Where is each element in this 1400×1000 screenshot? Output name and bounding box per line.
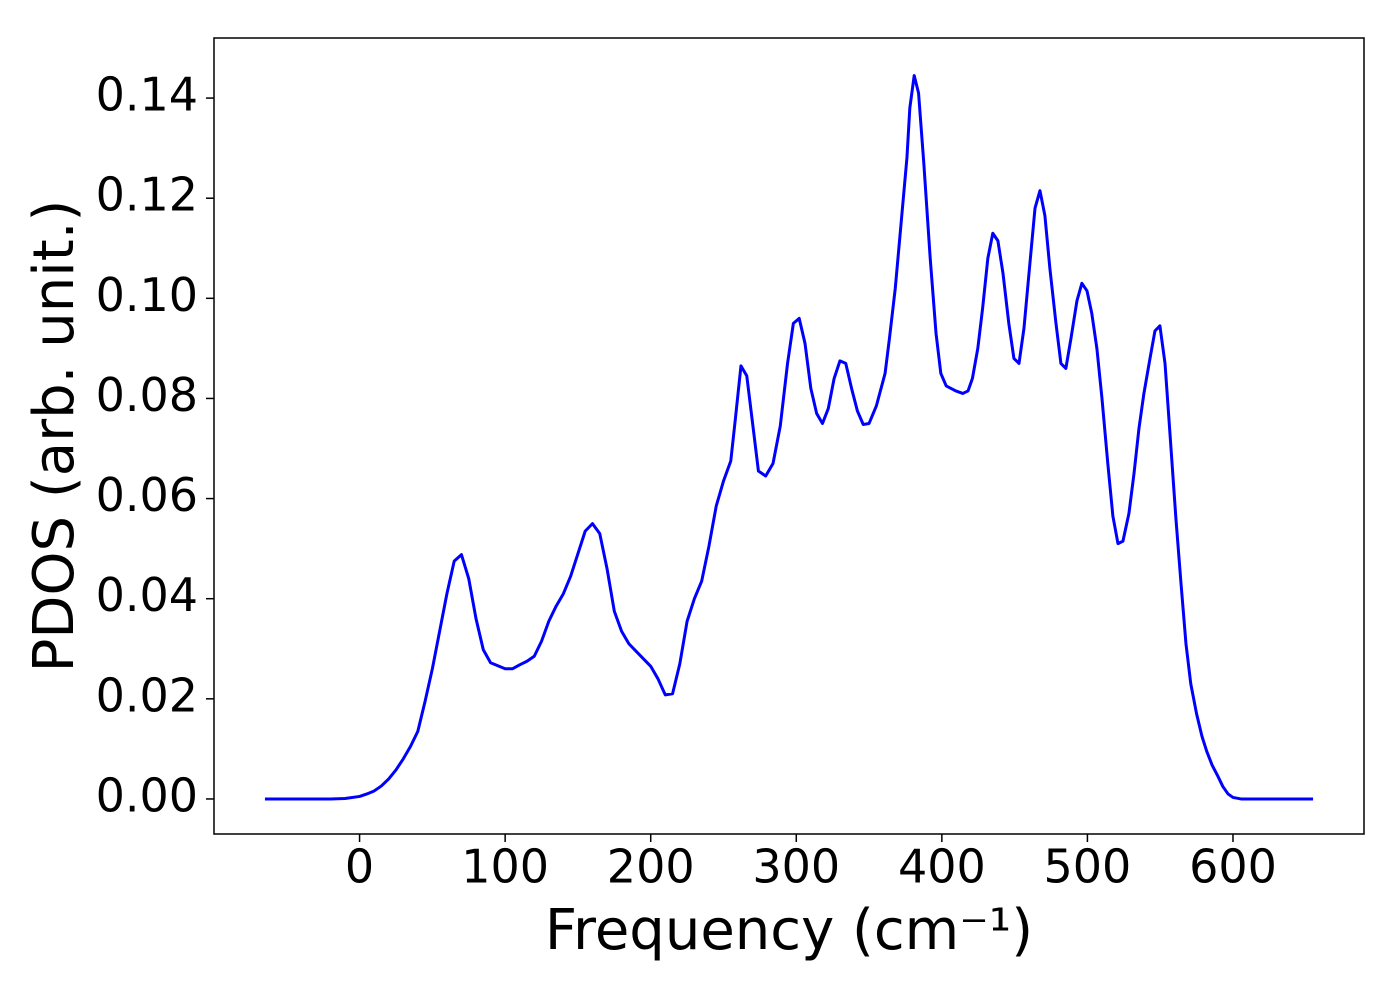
y-tick-label: 0.04 bbox=[96, 568, 198, 622]
y-tick-label: 0.00 bbox=[96, 768, 198, 822]
x-tick-label: 400 bbox=[898, 840, 986, 894]
x-tick-label: 500 bbox=[1044, 840, 1132, 894]
line-series bbox=[264, 74, 1314, 801]
plot-frame bbox=[213, 37, 1365, 835]
y-tick-label: 0.14 bbox=[96, 68, 198, 122]
y-tick-label: 0.08 bbox=[96, 368, 198, 422]
x-tick-label: 600 bbox=[1189, 840, 1277, 894]
x-axis-label: Frequency (cm⁻¹) bbox=[545, 898, 1033, 963]
y-tick-label: 0.02 bbox=[96, 668, 198, 722]
x-tick-label: 200 bbox=[607, 840, 695, 894]
y-tick-label: 0.06 bbox=[96, 468, 198, 522]
y-axis-label: PDOS (arb. unit.) bbox=[22, 200, 87, 673]
x-tick-label: 100 bbox=[461, 840, 549, 894]
x-tick-label: 0 bbox=[345, 840, 374, 894]
y-tick-label: 0.12 bbox=[96, 168, 198, 222]
y-tick-label: 0.10 bbox=[96, 268, 198, 322]
x-tick-label: 300 bbox=[752, 840, 840, 894]
